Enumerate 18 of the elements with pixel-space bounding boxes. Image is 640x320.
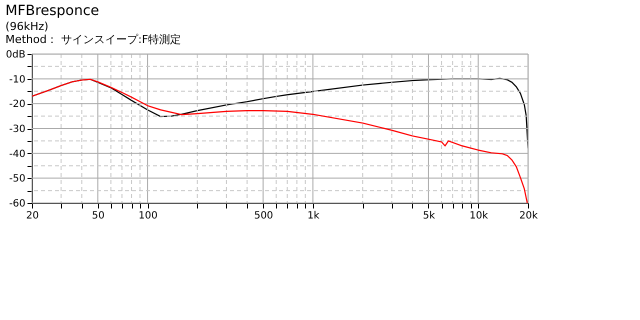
chart-title: MFBresponce (5, 3, 100, 19)
y-tick-label: -50 (9, 174, 26, 185)
x-tick-label: 20k (519, 210, 538, 222)
y-tick-label: 0dB (6, 50, 26, 60)
text: (96kHz) (5, 20, 48, 33)
x-tick-label: 5k (422, 210, 436, 222)
x-tick-label: 500 (254, 210, 274, 222)
y-tick-label: -60 (9, 198, 26, 210)
x-tick-label: 10k (469, 210, 488, 222)
y-tick-label: -10 (9, 74, 26, 86)
x-tick-label: 100 (138, 210, 158, 222)
text: Method： サインスイープ:F特測定 (5, 33, 182, 46)
x-tick-label: 50 (92, 210, 105, 222)
y-tick-label: -40 (9, 148, 26, 160)
y-tick-label: -20 (9, 99, 26, 110)
y-tick-label: -30 (9, 124, 26, 135)
x-tick-label: 20 (26, 210, 39, 222)
x-tick-label: 1k (307, 210, 320, 222)
